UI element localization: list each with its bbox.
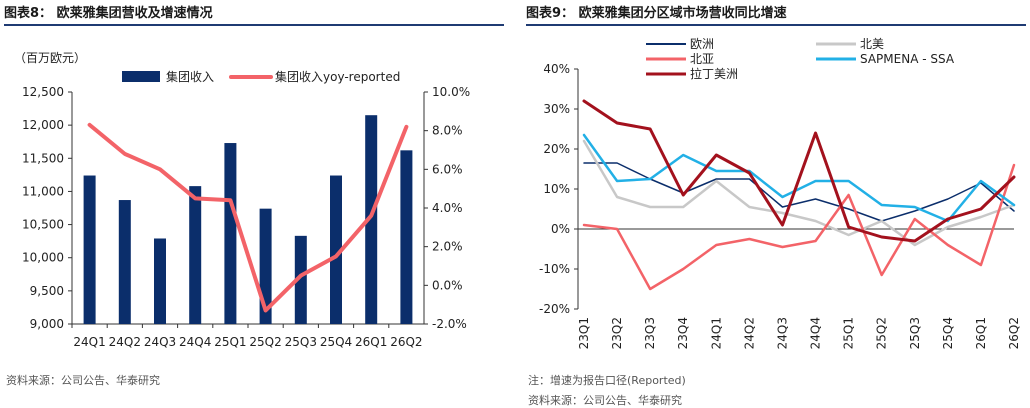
x-tick-label: 24Q1 <box>73 335 105 349</box>
left-legend: 集团收入 集团收入yoy-reported <box>122 69 400 84</box>
x-tick-label: 26Q1 <box>974 317 988 349</box>
y-tick-label: 20% <box>543 142 570 156</box>
x-tick-label: 23Q2 <box>610 317 624 349</box>
right-figure-title: 图表9： 欧莱雅集团分区域市场营收同比增速 <box>526 2 787 21</box>
x-tick-label: 24Q1 <box>709 317 723 349</box>
series-line-0 <box>584 163 1014 221</box>
x-tick-label: 23Q4 <box>676 317 690 349</box>
revenue-bar <box>119 200 131 324</box>
left-tick-label: 11,000 <box>22 184 64 198</box>
left-tick-label: 11,500 <box>22 151 64 165</box>
y-tick-label: -10% <box>539 262 570 276</box>
legend-label-revenue: 集团收入 <box>166 69 214 84</box>
revenue-bars <box>84 115 413 324</box>
y-tick-label: 10% <box>543 182 570 196</box>
right-note: 注：增速为报告口径(Reported) <box>528 372 686 388</box>
right-tick-label: -2.0% <box>432 317 467 331</box>
x-tick-label: 25Q1 <box>214 335 246 349</box>
legend-label: 北亚 <box>690 52 714 66</box>
y-tick-label: 30% <box>543 102 570 116</box>
x-tick-label: 25Q2 <box>875 317 889 349</box>
revenue-bar <box>400 150 412 324</box>
x-tick-label: 25Q3 <box>285 335 317 349</box>
legend-label: 北美 <box>860 37 884 51</box>
unit-label: （百万欧元） <box>14 51 86 65</box>
right-tick-label: 8.0% <box>432 124 463 138</box>
left-tick-label: 10,000 <box>22 251 64 265</box>
x-tick-label: 25Q1 <box>842 317 856 349</box>
legend-label: 欧洲 <box>690 37 714 51</box>
x-tick-label: 23Q3 <box>643 317 657 349</box>
x-tick-label: 23Q1 <box>577 317 591 349</box>
x-tick-label: 24Q4 <box>179 335 211 349</box>
x-tick-label: 24Q3 <box>775 317 789 349</box>
right-title-rule <box>526 24 1026 26</box>
left-tick-label: 9,500 <box>30 284 64 298</box>
yoy-line <box>90 125 407 311</box>
legend-label: SAPMENA - SSA <box>860 52 955 66</box>
x-tick-label: 26Q2 <box>1007 317 1021 349</box>
y-tick-label: 0% <box>551 222 570 236</box>
x-tick-label: 25Q2 <box>249 335 281 349</box>
legend-swatch-revenue <box>122 71 160 82</box>
right-tick-label: 0.0% <box>432 278 463 292</box>
y-tick-label: 40% <box>543 62 570 76</box>
x-tick-label: 25Q4 <box>941 317 955 349</box>
legend-label-yoy: 集团收入yoy-reported <box>275 69 400 84</box>
yoy-series-line <box>90 125 407 311</box>
x-tick-label: 26Q1 <box>355 335 387 349</box>
left-source: 资料来源：公司公告、华泰研究 <box>6 372 160 388</box>
x-tick-label: 25Q4 <box>320 335 352 349</box>
revenue-bar <box>154 238 166 324</box>
left-tick-label: 12,000 <box>22 118 64 132</box>
right-tick-label: 4.0% <box>432 201 463 215</box>
x-tick-label: 24Q2 <box>742 317 756 349</box>
x-tick-label: 24Q2 <box>109 335 141 349</box>
legend-label: 拉丁美洲 <box>690 66 738 81</box>
x-tick-label: 26Q2 <box>390 335 422 349</box>
left-figure-title: 图表8： 欧莱雅集团营收及增速情况 <box>4 2 213 21</box>
regional-lines <box>584 101 1014 289</box>
revenue-bar <box>189 186 201 324</box>
right-tick-label: 2.0% <box>432 240 463 254</box>
revenue-growth-chart: （百万欧元） 集团收入 集团收入yoy-reported 12,500 12,00… <box>4 28 504 368</box>
x-tick-label: 24Q4 <box>809 317 823 349</box>
right-tick-label: 6.0% <box>432 162 463 176</box>
y-tick-label: -20% <box>539 302 570 316</box>
left-tick-label: 12,500 <box>22 85 64 99</box>
left-tick-label: 10,500 <box>22 218 64 232</box>
left-title-rule <box>4 24 504 26</box>
right-tick-label: 10.0% <box>432 85 470 99</box>
right-source: 资料来源：公司公告、华泰研究 <box>528 392 682 408</box>
revenue-bar <box>84 176 96 324</box>
left-tick-label: 9,000 <box>30 317 64 331</box>
x-tick-label: 25Q3 <box>908 317 922 349</box>
left-panel: 图表8： 欧莱雅集团营收及增速情况 （百万欧元） 集团收入 集团收入yoy-re… <box>4 0 504 402</box>
series-line-4 <box>584 101 1014 241</box>
x-tick-label: 24Q3 <box>144 335 176 349</box>
revenue-bar <box>224 143 236 324</box>
